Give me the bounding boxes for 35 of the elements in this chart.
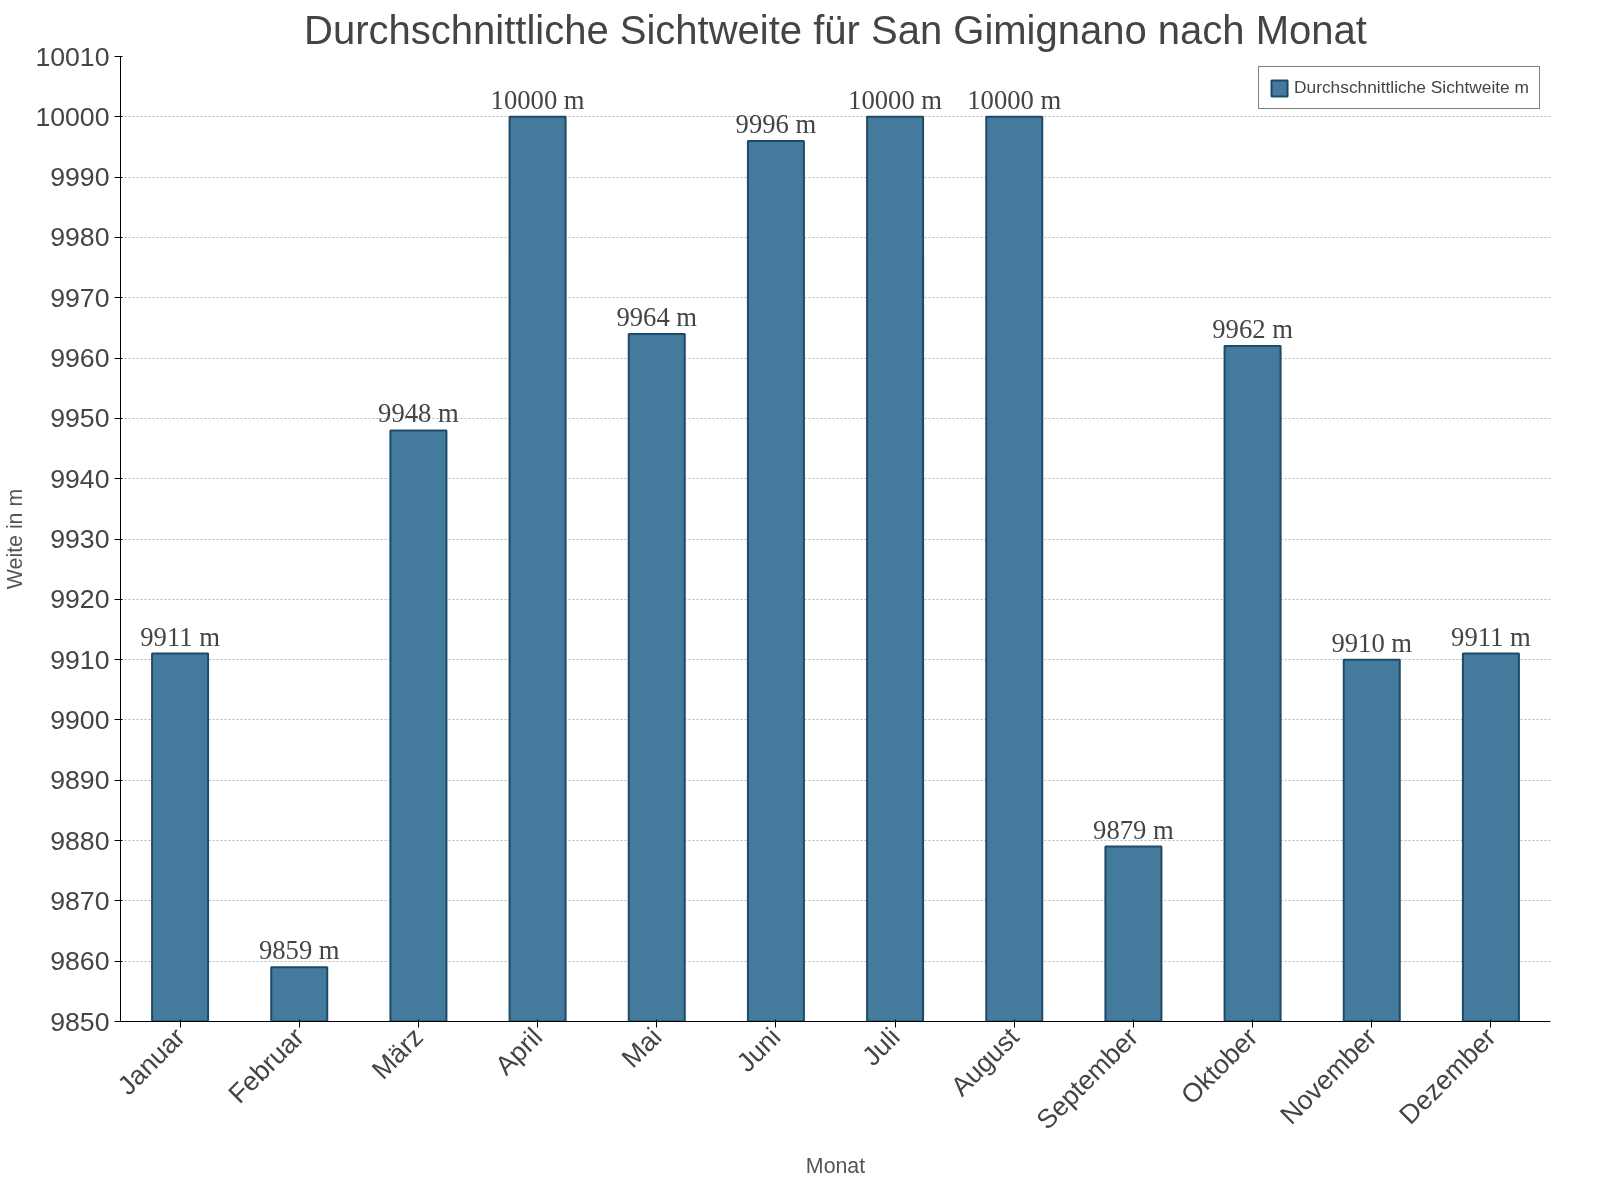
x-tick-label: Mai [615, 1021, 668, 1074]
text: 9879 m [1093, 814, 1174, 845]
text: 9964 m [616, 301, 698, 332]
y-axis-title: Weite in m [3, 488, 28, 590]
text: 9962 m [1212, 314, 1293, 344]
text: 9911 m [1451, 621, 1531, 652]
y-tick-label: 9910 [50, 644, 110, 675]
text: 10000 m [967, 84, 1062, 115]
y-tick-label: 9920 [50, 584, 110, 615]
x-tick-label: Juli [856, 1021, 906, 1072]
text: 9948 m [378, 398, 459, 429]
text: 10000 m [490, 84, 585, 115]
y-tick-label: 9880 [50, 825, 110, 856]
y-tick-label: 9900 [50, 704, 110, 735]
text: 9911 m [140, 621, 220, 652]
y-tick-label: 10010 [35, 41, 110, 72]
y-tick-label: 9950 [50, 403, 110, 434]
x-axis-title: Monat [805, 1153, 866, 1178]
y-tick-label: 9890 [50, 765, 110, 796]
y-tick-label: 9850 [50, 1006, 110, 1037]
legend-label: Durchschnittliche Sichtweite m [1294, 77, 1529, 98]
text: 9996 m [735, 108, 817, 139]
y-tick-label: 9860 [50, 946, 110, 977]
y-tick-label: 9930 [50, 524, 110, 554]
y-tick-label: 9870 [50, 885, 110, 916]
y-tick-label: 9940 [50, 463, 110, 494]
y-tick-label: 9960 [50, 343, 110, 374]
text: 9859 m [258, 935, 340, 966]
y-tick-label: 9990 [50, 162, 110, 193]
y-tick-label: 10000 [35, 101, 110, 132]
y-tick-label: 9970 [50, 282, 110, 313]
chart-title: Durchschnittliche Sichtweite für San Gimignano nach Monat [304, 7, 1367, 52]
text: 9910 m [1331, 627, 1413, 658]
y-tick-label: 9980 [50, 222, 110, 253]
text: 10000 m [848, 84, 943, 115]
